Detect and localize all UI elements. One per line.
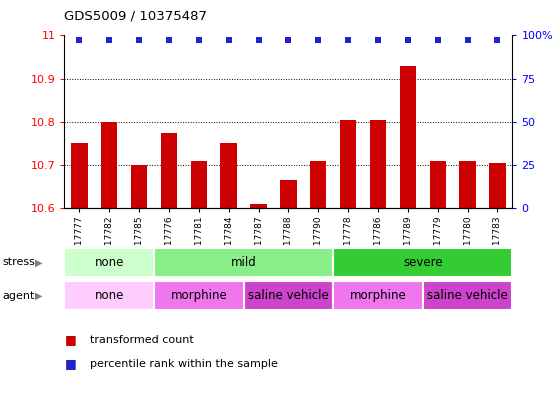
Bar: [154, 248, 333, 277]
Bar: [333, 281, 423, 310]
Text: stress: stress: [3, 257, 36, 267]
Bar: [161, 132, 177, 208]
Bar: [280, 180, 297, 208]
Bar: [64, 281, 154, 310]
Text: severe: severe: [403, 256, 442, 269]
Text: none: none: [95, 289, 124, 302]
Bar: [131, 165, 147, 208]
Text: ▶: ▶: [35, 291, 42, 301]
Text: morphine: morphine: [170, 289, 227, 302]
Text: agent: agent: [3, 291, 35, 301]
Bar: [244, 281, 333, 310]
Bar: [250, 204, 267, 208]
Bar: [154, 281, 244, 310]
Text: saline vehicle: saline vehicle: [427, 289, 508, 302]
Text: ▶: ▶: [35, 257, 42, 267]
Text: transformed count: transformed count: [90, 335, 193, 345]
Bar: [340, 119, 356, 208]
Text: ■: ■: [64, 357, 76, 370]
Text: percentile rank within the sample: percentile rank within the sample: [90, 358, 277, 369]
Bar: [310, 161, 326, 208]
Bar: [370, 119, 386, 208]
Bar: [71, 143, 87, 208]
Bar: [423, 281, 512, 310]
Text: morphine: morphine: [349, 289, 407, 302]
Bar: [400, 66, 416, 208]
Text: GDS5009 / 10375487: GDS5009 / 10375487: [64, 10, 207, 23]
Bar: [459, 161, 476, 208]
Bar: [489, 163, 506, 208]
Bar: [64, 248, 154, 277]
Text: saline vehicle: saline vehicle: [248, 289, 329, 302]
Bar: [190, 161, 207, 208]
Text: ■: ■: [64, 333, 76, 347]
Text: none: none: [95, 256, 124, 269]
Bar: [101, 122, 118, 208]
Bar: [333, 248, 512, 277]
Bar: [430, 161, 446, 208]
Text: mild: mild: [231, 256, 256, 269]
Bar: [221, 143, 237, 208]
